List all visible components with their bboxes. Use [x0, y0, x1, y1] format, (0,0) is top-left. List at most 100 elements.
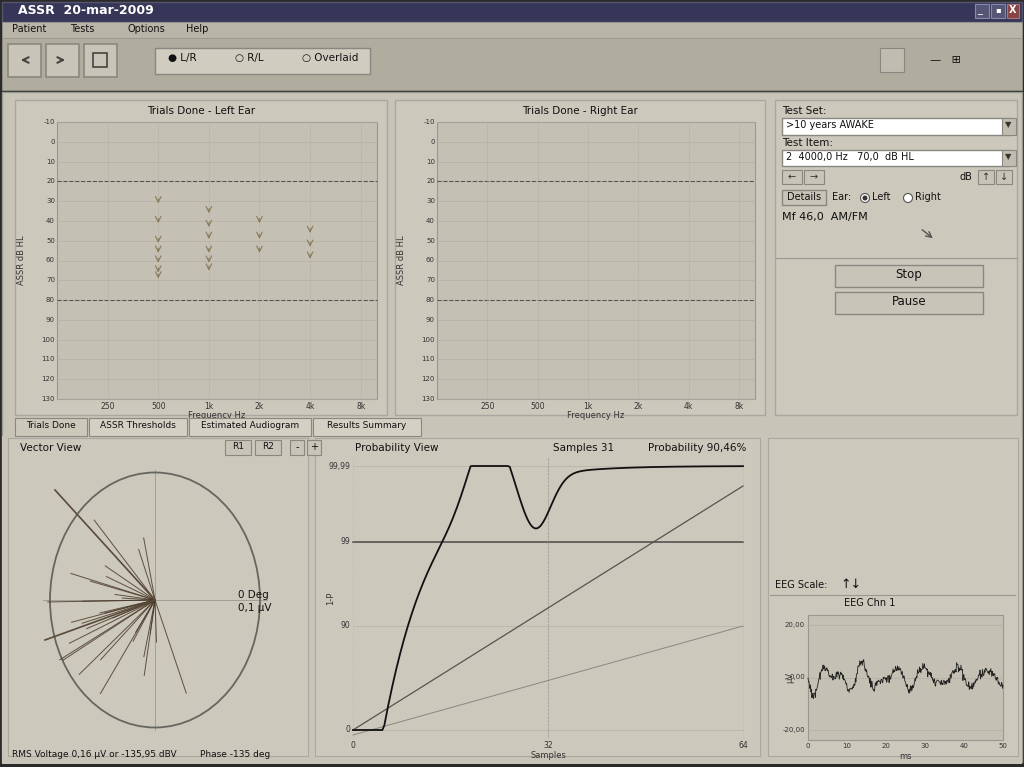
Bar: [1002, 150, 1016, 166]
Text: Ear:: Ear:: [831, 192, 851, 202]
Text: 500: 500: [530, 402, 545, 411]
Text: Vector View: Vector View: [20, 443, 81, 453]
Text: ↑↓: ↑↓: [840, 578, 861, 591]
Text: 40: 40: [426, 218, 435, 224]
Text: 0,1 μV: 0,1 μV: [238, 603, 271, 613]
Text: Probability 90,46%: Probability 90,46%: [648, 443, 746, 453]
Bar: [775, 100, 1017, 415]
Bar: [2, 436, 1022, 764]
Text: 0 Deg: 0 Deg: [238, 590, 268, 600]
Text: 90: 90: [46, 317, 55, 323]
Bar: [46, 44, 79, 77]
Bar: [804, 170, 824, 184]
Text: Phase -135 deg: Phase -135 deg: [200, 750, 270, 759]
Text: Options: Options: [128, 24, 166, 34]
Text: Samples: Samples: [530, 751, 566, 760]
Text: -20,00: -20,00: [782, 727, 805, 733]
Text: ▼: ▼: [1005, 120, 1012, 129]
Bar: [2, 2, 1022, 22]
Text: 60: 60: [426, 258, 435, 264]
Text: X: X: [1010, 5, 1017, 15]
Text: ms: ms: [899, 752, 911, 761]
Bar: [315, 438, 760, 756]
Text: RMS Voltage 0,16 μV or -135,95 dBV: RMS Voltage 0,16 μV or -135,95 dBV: [12, 750, 176, 759]
Bar: [313, 418, 421, 436]
Bar: [84, 44, 117, 77]
Text: -: -: [295, 442, 299, 452]
Text: ● L/R: ● L/R: [168, 53, 197, 63]
Bar: [8, 438, 308, 756]
Text: 20: 20: [46, 179, 55, 184]
Text: →: →: [810, 172, 818, 182]
Bar: [2, 92, 1022, 762]
Text: ASSR dB HL: ASSR dB HL: [17, 235, 27, 285]
Text: R2: R2: [262, 442, 274, 451]
Text: 20,00: 20,00: [784, 622, 805, 628]
Text: 70: 70: [46, 278, 55, 283]
Bar: [835, 265, 983, 287]
Text: 1k: 1k: [584, 402, 593, 411]
Text: Trials Done - Right Ear: Trials Done - Right Ear: [522, 106, 638, 116]
Text: μV: μV: [785, 672, 795, 683]
Text: 50: 50: [46, 238, 55, 244]
Bar: [996, 170, 1012, 184]
Text: >10 years AWAKE: >10 years AWAKE: [786, 120, 873, 130]
Text: 64: 64: [738, 741, 748, 750]
Bar: [255, 440, 281, 455]
Text: 100: 100: [422, 337, 435, 343]
Bar: [437, 122, 755, 399]
Bar: [835, 292, 983, 314]
Text: Estimated Audiogram: Estimated Audiogram: [201, 421, 299, 430]
Text: ←: ←: [787, 172, 796, 182]
Text: Test Item:: Test Item:: [782, 138, 833, 148]
Text: ○ Overlaid: ○ Overlaid: [302, 53, 358, 63]
Text: 1-P: 1-P: [327, 591, 336, 604]
Text: Results Summary: Results Summary: [328, 421, 407, 430]
Text: 2k: 2k: [634, 402, 643, 411]
Text: 0: 0: [430, 139, 435, 145]
Text: ○ R/L: ○ R/L: [234, 53, 263, 63]
Bar: [880, 48, 904, 72]
Text: 250: 250: [480, 402, 495, 411]
Text: Pause: Pause: [892, 295, 927, 308]
Text: 80: 80: [46, 297, 55, 303]
Bar: [15, 100, 387, 415]
Text: 100: 100: [42, 337, 55, 343]
Text: Samples 31: Samples 31: [553, 443, 614, 453]
Text: dB: dB: [961, 172, 973, 182]
Text: Tests: Tests: [70, 24, 94, 34]
Text: 2k: 2k: [255, 402, 264, 411]
Text: 30: 30: [46, 198, 55, 204]
Text: 4k: 4k: [305, 402, 314, 411]
Bar: [1002, 118, 1016, 135]
Bar: [782, 170, 802, 184]
Text: 90: 90: [340, 621, 350, 630]
Text: 70: 70: [426, 278, 435, 283]
Text: ASSR dB HL: ASSR dB HL: [397, 235, 407, 285]
Text: 130: 130: [42, 396, 55, 402]
Bar: [395, 100, 765, 415]
Text: ▪: ▪: [995, 5, 1000, 14]
Text: -10: -10: [424, 119, 435, 125]
Bar: [768, 438, 1018, 756]
Bar: [89, 418, 187, 436]
Bar: [2, 22, 1022, 38]
Text: Stop: Stop: [896, 268, 923, 281]
Text: 0: 0: [50, 139, 55, 145]
Text: 99: 99: [340, 538, 350, 547]
Bar: [782, 150, 1010, 166]
Text: 90: 90: [426, 317, 435, 323]
Text: EEG Scale:: EEG Scale:: [775, 580, 827, 590]
Text: Trials Done: Trials Done: [27, 421, 76, 430]
Bar: [93, 53, 106, 67]
Circle shape: [860, 193, 869, 202]
Text: Patient: Patient: [12, 24, 46, 34]
Text: 20: 20: [882, 743, 891, 749]
Text: 10: 10: [46, 159, 55, 165]
Text: Trials Done - Left Ear: Trials Done - Left Ear: [146, 106, 255, 116]
Text: 110: 110: [422, 357, 435, 363]
Text: EEG Chn 1: EEG Chn 1: [845, 598, 896, 608]
Text: 110: 110: [42, 357, 55, 363]
Text: ▼: ▼: [1005, 152, 1012, 161]
Text: ↑: ↑: [982, 172, 990, 182]
